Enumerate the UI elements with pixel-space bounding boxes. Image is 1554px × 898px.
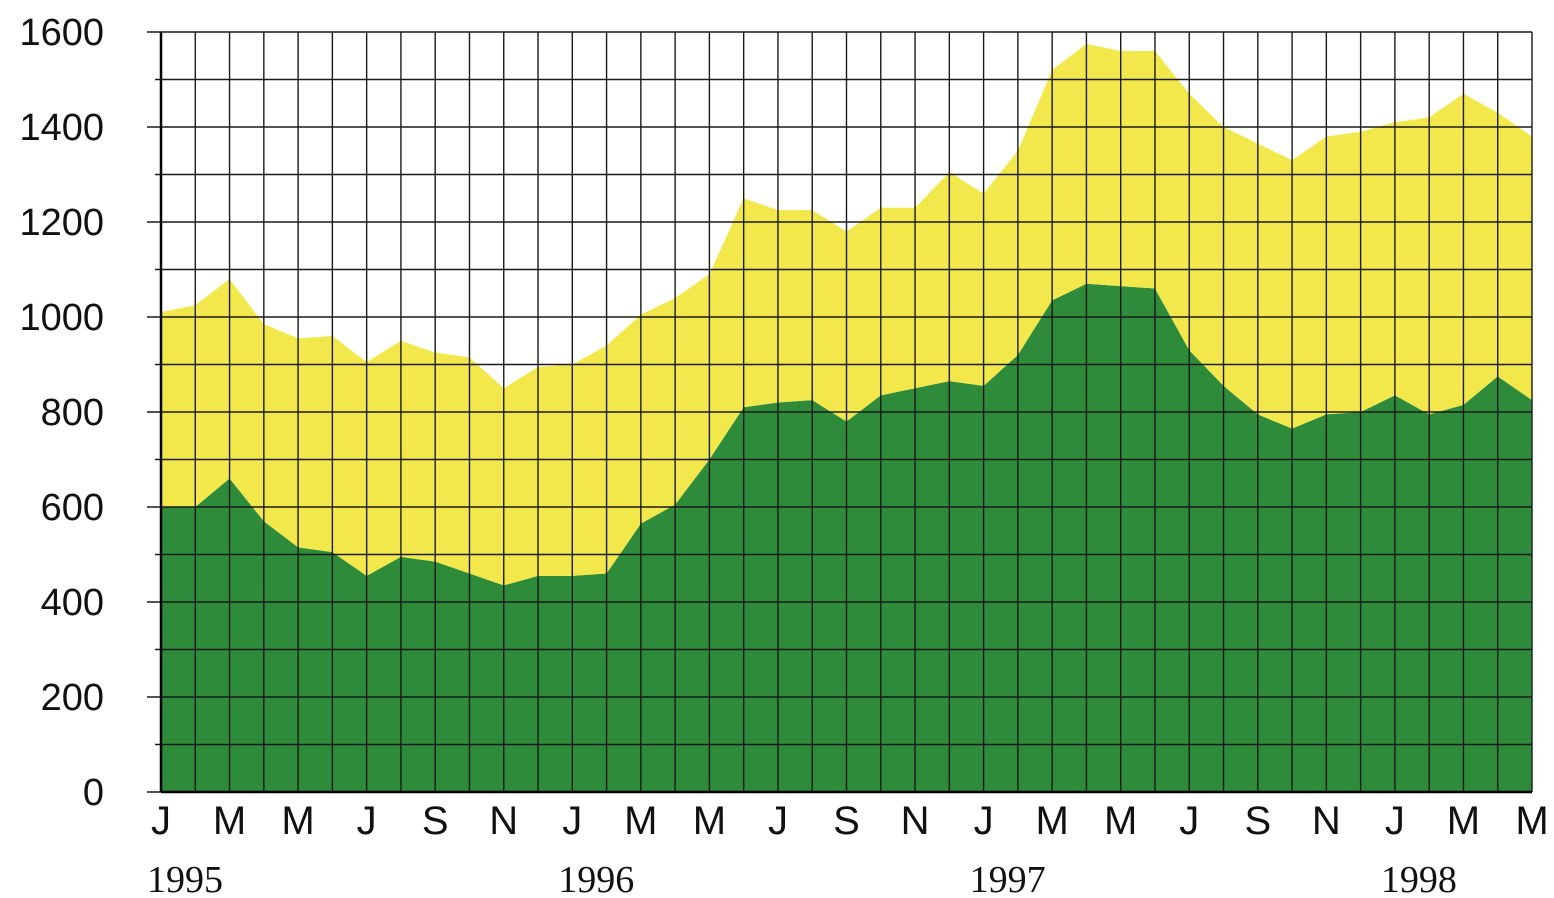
x-tick-label: M (693, 799, 726, 843)
x-tick-label: J (562, 799, 582, 843)
y-tick-label: 1000 (19, 297, 104, 339)
x-tick-label: J (151, 799, 171, 843)
x-tick-label: J (1179, 799, 1199, 843)
x-tick-label: M (1104, 799, 1137, 843)
x-tick-label: M (1035, 799, 1068, 843)
y-tick-label: 800 (41, 392, 104, 434)
axes-layer (159, 32, 1532, 794)
x-tick-label: M (1515, 799, 1548, 843)
x-tick-label: N (901, 799, 930, 843)
x-tick-label: J (1385, 799, 1405, 843)
x-tick-label: S (422, 799, 449, 843)
year-label: 1995 (147, 859, 223, 898)
y-tick-label: 1400 (19, 107, 104, 149)
y-tick-label: 1600 (19, 12, 104, 54)
x-tick-label: M (213, 799, 246, 843)
x-tick-label: S (833, 799, 860, 843)
year-label: 1997 (970, 859, 1046, 898)
y-tick-label: 1200 (19, 202, 104, 244)
y-tick-label: 400 (41, 582, 104, 624)
x-tick-label: J (357, 799, 377, 843)
year-label: 1996 (558, 859, 634, 898)
y-tick-label: 0 (83, 772, 104, 814)
x-tick-label: M (281, 799, 314, 843)
x-tick-label: N (1312, 799, 1341, 843)
grid-layer (147, 31, 1533, 793)
x-tick-label: M (624, 799, 657, 843)
x-tick-label: S (1244, 799, 1271, 843)
y-tick-labels: 0 200 400 600 800 1000 1200 1400 1600 (19, 12, 104, 814)
x-tick-label: J (974, 799, 994, 843)
year-label: 1998 (1381, 859, 1457, 898)
year-labels: 1995 1996 1997 1998 (147, 859, 1457, 898)
x-tick-label: M (1447, 799, 1480, 843)
x-tick-label: N (489, 799, 518, 843)
x-tick-label: J (768, 799, 788, 843)
y-tick-label: 600 (41, 487, 104, 529)
y-tick-label: 200 (41, 677, 104, 719)
